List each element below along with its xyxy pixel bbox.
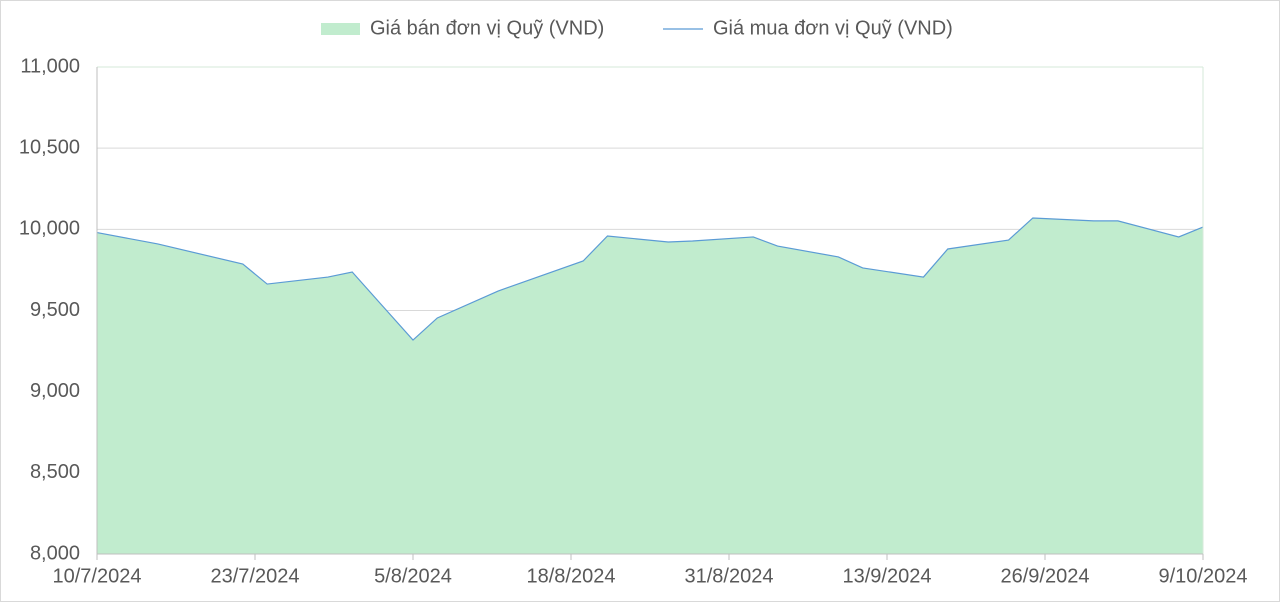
y-tick-label: 10,500: [19, 136, 80, 158]
x-tick-label: 18/8/2024: [527, 565, 616, 587]
x-tick-label: 10/7/2024: [53, 565, 142, 587]
legend-label: Giá mua đơn vị Quỹ (VND): [713, 17, 953, 39]
y-tick-label: 10,000: [19, 218, 80, 240]
x-tick-label: 5/8/2024: [374, 565, 452, 587]
y-tick-label: 9,500: [30, 299, 80, 321]
legend-label: Giá bán đơn vị Quỹ (VND): [370, 17, 604, 39]
x-tick-label: 9/10/2024: [1159, 565, 1248, 587]
line: [96, 217, 1204, 341]
legend-swatch: [321, 23, 360, 35]
x-tick-label: 13/9/2024: [843, 565, 932, 587]
y-tick-label: 8,000: [30, 542, 80, 564]
x-tick-label: 31/8/2024: [685, 565, 774, 587]
y-tick-label: 8,500: [30, 461, 80, 483]
x-tick-label: 26/9/2024: [1001, 565, 1090, 587]
y-tick-label: 9,000: [30, 380, 80, 402]
area: [97, 217, 1203, 554]
x-tick-label: 23/7/2024: [211, 565, 300, 587]
y-tick-label: 11,000: [20, 55, 80, 77]
